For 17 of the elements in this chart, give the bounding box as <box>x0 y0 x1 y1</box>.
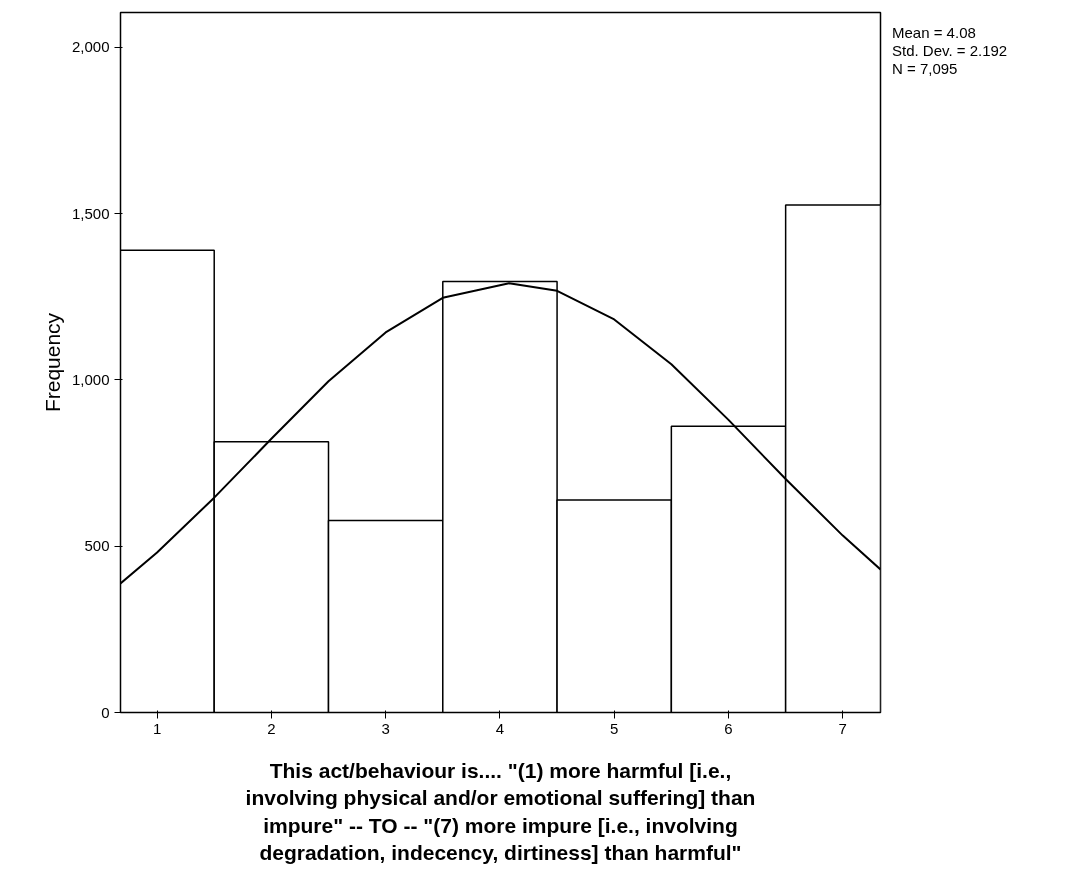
x-tick-label: 2 <box>267 719 276 737</box>
x-tick-label: 3 <box>381 719 390 737</box>
x-tick-label: 5 <box>610 719 619 737</box>
x-tick-label: 4 <box>495 719 505 737</box>
y-tick-label: 1,000 <box>71 370 110 388</box>
y-axis-title: Frequency <box>40 312 64 413</box>
y-tick-label: 0 <box>101 703 110 721</box>
x-tick-label: 6 <box>724 719 733 737</box>
text: Mean = 4.08 <box>892 24 976 41</box>
x-tick-label: 7 <box>838 719 847 737</box>
x-axis-title: This act/behaviour is.... "(1) more harmful [i.e., involving physical and/or emotional suffering] than impure" -- TO -- "(7) more impure [i.e., involving degradation, indecency, dirtiness] than harmful" <box>245 758 756 865</box>
y-tick-label: 2,000 <box>71 38 110 56</box>
text: Std. Dev. = 2.192 <box>892 42 1008 59</box>
y-tick-label: 500 <box>84 537 110 555</box>
y-tick-label: 1,500 <box>71 204 110 222</box>
text: N = 7,095 <box>892 60 958 77</box>
x-tick-label: 1 <box>152 719 162 737</box>
